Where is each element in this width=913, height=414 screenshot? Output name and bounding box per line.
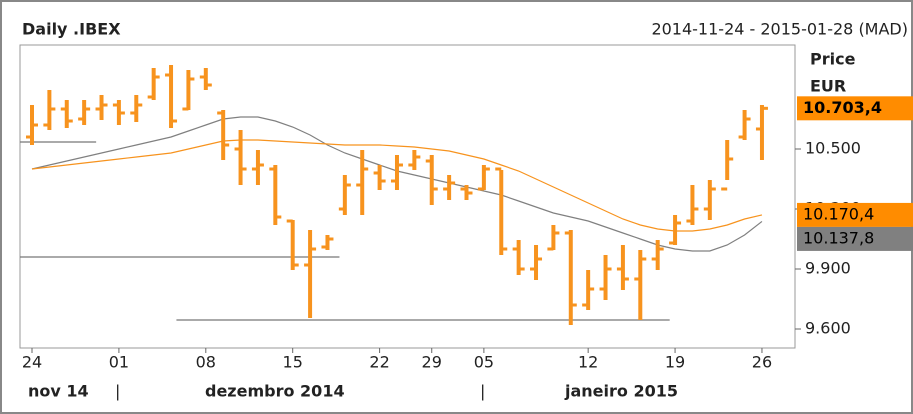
x-tick-label: 22 [369,353,389,372]
price-label-box [797,226,913,251]
price-label: 10.703,4 [803,98,882,117]
month-label: janeiro 2015 [564,382,678,401]
separator: | [115,382,120,401]
x-tick-label: 29 [422,353,442,372]
x-tick-label: 01 [109,353,129,372]
chart-subtitle: 2014-11-24 - 2015-01-28 (MAD) [651,20,908,39]
x-tick-label: 26 [752,353,772,372]
x-tick-label: 08 [196,353,216,372]
price-label-box [797,96,913,121]
chart-title: Daily .IBEX [22,20,121,39]
x-tick-label: 15 [283,353,303,372]
month-label: nov 14 [28,382,89,401]
price-label: 10.170,4 [803,204,874,223]
x-tick-label: 24 [22,353,42,372]
x-tick-label: 19 [665,353,685,372]
ma-line [31,139,763,232]
unit-label: EUR [810,77,846,96]
price-label: 10.137,8 [803,228,874,247]
x-tick-label: 12 [578,353,598,372]
y-tick-label: 10.500 [805,139,861,158]
plot-area [19,44,796,349]
month-label: dezembro 2014 [205,382,345,401]
price-label-box [797,202,913,227]
separator: | [480,382,485,401]
y-tick-label: 9.600 [805,319,851,338]
y-tick-label: 9.900 [805,259,851,278]
y-axis-label: Price [810,50,856,69]
x-tick-label: 05 [474,353,494,372]
